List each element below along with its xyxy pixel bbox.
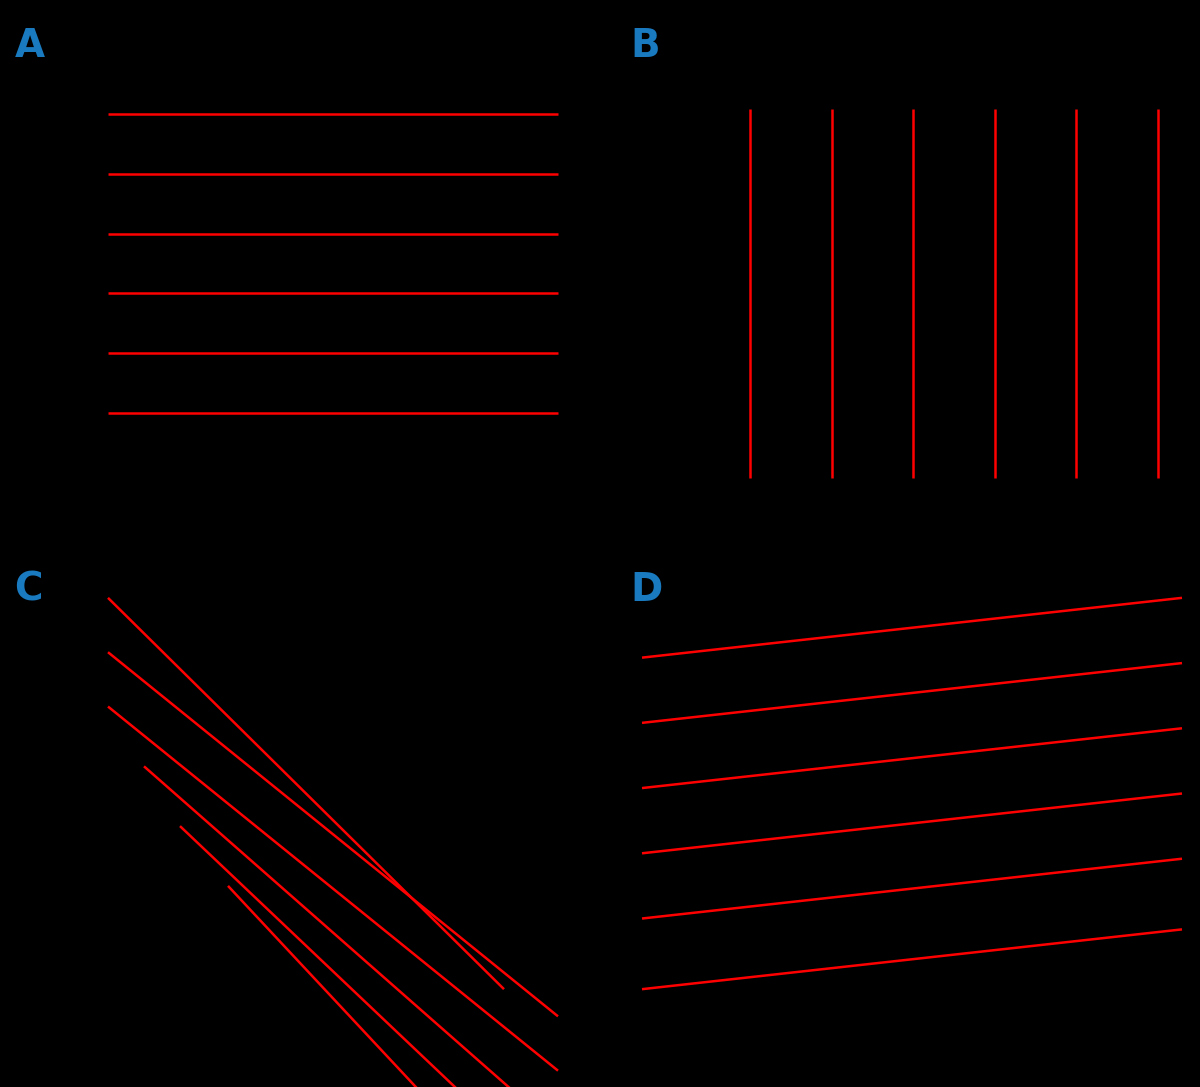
Text: D: D: [630, 571, 662, 609]
Text: C: C: [14, 571, 43, 609]
Text: A: A: [14, 27, 44, 65]
Text: B: B: [630, 27, 660, 65]
